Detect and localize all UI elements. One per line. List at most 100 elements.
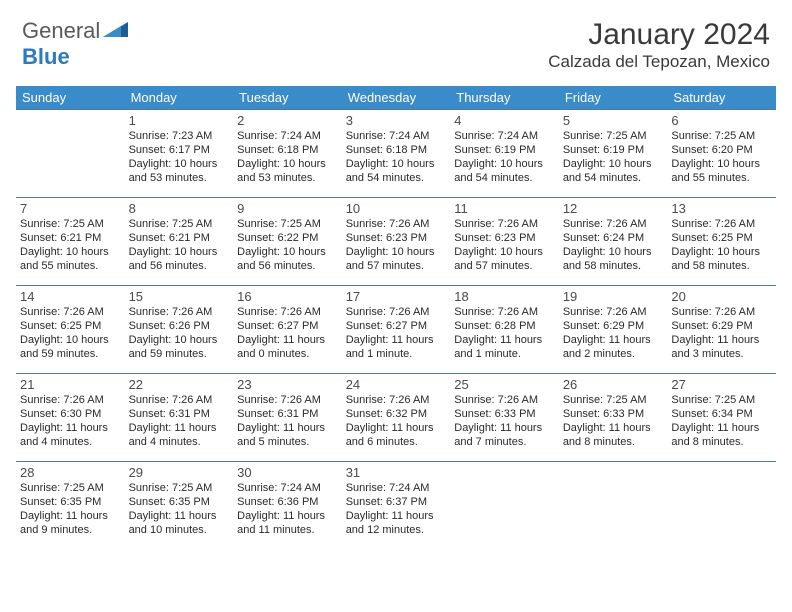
daylight-line: Daylight: 10 hours and 55 minutes.: [671, 158, 772, 186]
sunrise-line: Sunrise: 7:26 AM: [237, 306, 338, 320]
calendar-day-cell: 22Sunrise: 7:26 AMSunset: 6:31 PMDayligh…: [125, 374, 234, 462]
daylight-line: Daylight: 11 hours and 3 minutes.: [671, 334, 772, 362]
sunset-line: Sunset: 6:35 PM: [129, 496, 230, 510]
day-number: 29: [129, 465, 230, 481]
day-number: 8: [129, 201, 230, 217]
sunset-line: Sunset: 6:23 PM: [454, 232, 555, 246]
daylight-line: Daylight: 11 hours and 11 minutes.: [237, 510, 338, 538]
sunrise-line: Sunrise: 7:25 AM: [563, 130, 664, 144]
sunset-line: Sunset: 6:37 PM: [346, 496, 447, 510]
sunset-line: Sunset: 6:36 PM: [237, 496, 338, 510]
day-number: 15: [129, 289, 230, 305]
calendar-day-cell: 23Sunrise: 7:26 AMSunset: 6:31 PMDayligh…: [233, 374, 342, 462]
sunset-line: Sunset: 6:25 PM: [671, 232, 772, 246]
weekday-header: Tuesday: [233, 86, 342, 110]
sunrise-line: Sunrise: 7:26 AM: [346, 394, 447, 408]
daylight-line: Daylight: 10 hours and 58 minutes.: [671, 246, 772, 274]
header: General Blue January 2024 Calzada del Te…: [0, 0, 792, 78]
weekday-header: Wednesday: [342, 86, 451, 110]
daylight-line: Daylight: 11 hours and 6 minutes.: [346, 422, 447, 450]
calendar-day-cell: 6Sunrise: 7:25 AMSunset: 6:20 PMDaylight…: [667, 110, 776, 198]
calendar-week-row: 21Sunrise: 7:26 AMSunset: 6:30 PMDayligh…: [16, 374, 776, 462]
day-number: 16: [237, 289, 338, 305]
sunset-line: Sunset: 6:17 PM: [129, 144, 230, 158]
weekday-header: Monday: [125, 86, 234, 110]
sunrise-line: Sunrise: 7:26 AM: [454, 394, 555, 408]
day-number: 13: [671, 201, 772, 217]
day-number: 22: [129, 377, 230, 393]
daylight-line: Daylight: 11 hours and 8 minutes.: [671, 422, 772, 450]
day-number: 19: [563, 289, 664, 305]
day-number: 11: [454, 201, 555, 217]
sunrise-line: Sunrise: 7:23 AM: [129, 130, 230, 144]
daylight-line: Daylight: 11 hours and 10 minutes.: [129, 510, 230, 538]
brand-text: General Blue: [22, 18, 129, 70]
sunrise-line: Sunrise: 7:26 AM: [237, 394, 338, 408]
day-number: 20: [671, 289, 772, 305]
sunrise-line: Sunrise: 7:26 AM: [20, 306, 121, 320]
sunset-line: Sunset: 6:31 PM: [237, 408, 338, 422]
sunset-line: Sunset: 6:18 PM: [237, 144, 338, 158]
day-number: 7: [20, 201, 121, 217]
sunrise-line: Sunrise: 7:26 AM: [20, 394, 121, 408]
day-number: 28: [20, 465, 121, 481]
calendar-day-cell: 9Sunrise: 7:25 AMSunset: 6:22 PMDaylight…: [233, 198, 342, 286]
sunrise-line: Sunrise: 7:25 AM: [671, 394, 772, 408]
calendar-day-cell: 13Sunrise: 7:26 AMSunset: 6:25 PMDayligh…: [667, 198, 776, 286]
sunset-line: Sunset: 6:33 PM: [563, 408, 664, 422]
title-block: January 2024 Calzada del Tepozan, Mexico: [548, 18, 770, 72]
calendar-day-cell: 21Sunrise: 7:26 AMSunset: 6:30 PMDayligh…: [16, 374, 125, 462]
month-title: January 2024: [548, 18, 770, 52]
daylight-line: Daylight: 11 hours and 2 minutes.: [563, 334, 664, 362]
day-number: 21: [20, 377, 121, 393]
sunrise-line: Sunrise: 7:24 AM: [237, 482, 338, 496]
daylight-line: Daylight: 10 hours and 53 minutes.: [237, 158, 338, 186]
brand-triangle-icon: [103, 18, 129, 43]
sunset-line: Sunset: 6:23 PM: [346, 232, 447, 246]
sunset-line: Sunset: 6:34 PM: [671, 408, 772, 422]
calendar-day-cell: 16Sunrise: 7:26 AMSunset: 6:27 PMDayligh…: [233, 286, 342, 374]
location-subtitle: Calzada del Tepozan, Mexico: [548, 52, 770, 72]
sunset-line: Sunset: 6:21 PM: [129, 232, 230, 246]
sunrise-line: Sunrise: 7:25 AM: [20, 218, 121, 232]
calendar-day-cell: 26Sunrise: 7:25 AMSunset: 6:33 PMDayligh…: [559, 374, 668, 462]
daylight-line: Daylight: 10 hours and 59 minutes.: [129, 334, 230, 362]
daylight-line: Daylight: 10 hours and 58 minutes.: [563, 246, 664, 274]
calendar-day-cell: 18Sunrise: 7:26 AMSunset: 6:28 PMDayligh…: [450, 286, 559, 374]
sunset-line: Sunset: 6:18 PM: [346, 144, 447, 158]
daylight-line: Daylight: 11 hours and 7 minutes.: [454, 422, 555, 450]
daylight-line: Daylight: 10 hours and 59 minutes.: [20, 334, 121, 362]
daylight-line: Daylight: 10 hours and 54 minutes.: [563, 158, 664, 186]
sunrise-line: Sunrise: 7:25 AM: [237, 218, 338, 232]
calendar-day-cell: 11Sunrise: 7:26 AMSunset: 6:23 PMDayligh…: [450, 198, 559, 286]
sunset-line: Sunset: 6:32 PM: [346, 408, 447, 422]
sunrise-line: Sunrise: 7:24 AM: [346, 130, 447, 144]
day-number: 25: [454, 377, 555, 393]
sunrise-line: Sunrise: 7:26 AM: [454, 306, 555, 320]
calendar-week-row: 7Sunrise: 7:25 AMSunset: 6:21 PMDaylight…: [16, 198, 776, 286]
day-number: 24: [346, 377, 447, 393]
sunrise-line: Sunrise: 7:26 AM: [563, 306, 664, 320]
sunrise-line: Sunrise: 7:25 AM: [563, 394, 664, 408]
calendar-week-row: 14Sunrise: 7:26 AMSunset: 6:25 PMDayligh…: [16, 286, 776, 374]
calendar-day-cell: 8Sunrise: 7:25 AMSunset: 6:21 PMDaylight…: [125, 198, 234, 286]
sunset-line: Sunset: 6:19 PM: [563, 144, 664, 158]
day-number: 10: [346, 201, 447, 217]
calendar-day-cell: 12Sunrise: 7:26 AMSunset: 6:24 PMDayligh…: [559, 198, 668, 286]
daylight-line: Daylight: 11 hours and 1 minute.: [346, 334, 447, 362]
day-number: 1: [129, 113, 230, 129]
calendar-week-row: 1Sunrise: 7:23 AMSunset: 6:17 PM Daylight…: [16, 110, 776, 198]
daylight-line: Daylight: 11 hours and 12 minutes.: [346, 510, 447, 538]
daylight-line: Daylight: 11 hours and 5 minutes.: [237, 422, 338, 450]
calendar-day-cell: 17Sunrise: 7:26 AMSunset: 6:27 PMDayligh…: [342, 286, 451, 374]
daylight-line: Daylight: 11 hours and 4 minutes.: [20, 422, 121, 450]
calendar-day-cell: 29Sunrise: 7:25 AMSunset: 6:35 PMDayligh…: [125, 462, 234, 550]
daylight-line: Daylight: 11 hours and 1 minute.: [454, 334, 555, 362]
sunset-line: Sunset: 6:35 PM: [20, 496, 121, 510]
calendar-day-cell: 5Sunrise: 7:25 AMSunset: 6:19 PMDaylight…: [559, 110, 668, 198]
daylight-line: Daylight: 10 hours and 54 minutes.: [454, 158, 555, 186]
calendar-day-cell: 2Sunrise: 7:24 AMSunset: 6:18 PMDaylight…: [233, 110, 342, 198]
sunset-line: Sunset: 6:27 PM: [237, 320, 338, 334]
sunset-line: Sunset: 6:29 PM: [671, 320, 772, 334]
weekday-header: Sunday: [16, 86, 125, 110]
